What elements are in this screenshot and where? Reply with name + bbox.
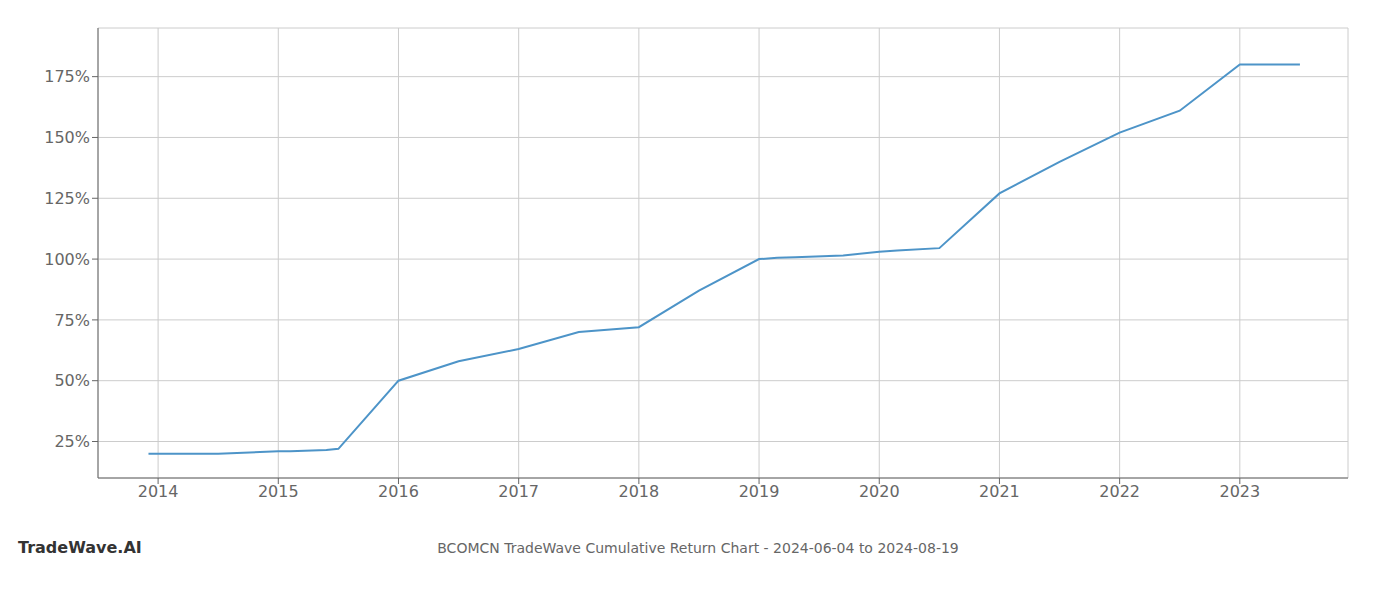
svg-text:100%: 100% <box>44 250 90 269</box>
svg-text:175%: 175% <box>44 67 90 86</box>
svg-text:2017: 2017 <box>498 482 539 501</box>
svg-text:2015: 2015 <box>258 482 299 501</box>
html-text:BCOMCN TradeWave Cumulative Re: BCOMCN TradeWave Cumulative Return Chart… <box>437 540 959 556</box>
svg-text:2021: 2021 <box>979 482 1020 501</box>
html-text:TradeWave.AI: TradeWave.AI <box>18 538 142 557</box>
svg-text:2020: 2020 <box>859 482 900 501</box>
svg-text:125%: 125% <box>44 189 90 208</box>
svg-text:2023: 2023 <box>1219 482 1260 501</box>
svg-text:2016: 2016 <box>378 482 419 501</box>
svg-text:2014: 2014 <box>138 482 179 501</box>
svg-text:2019: 2019 <box>739 482 780 501</box>
svg-text:2018: 2018 <box>619 482 660 501</box>
svg-text:150%: 150% <box>44 128 90 147</box>
svg-text:50%: 50% <box>54 371 90 390</box>
svg-text:75%: 75% <box>54 311 90 330</box>
svg-text:25%: 25% <box>54 432 90 451</box>
svg-text:2022: 2022 <box>1099 482 1140 501</box>
